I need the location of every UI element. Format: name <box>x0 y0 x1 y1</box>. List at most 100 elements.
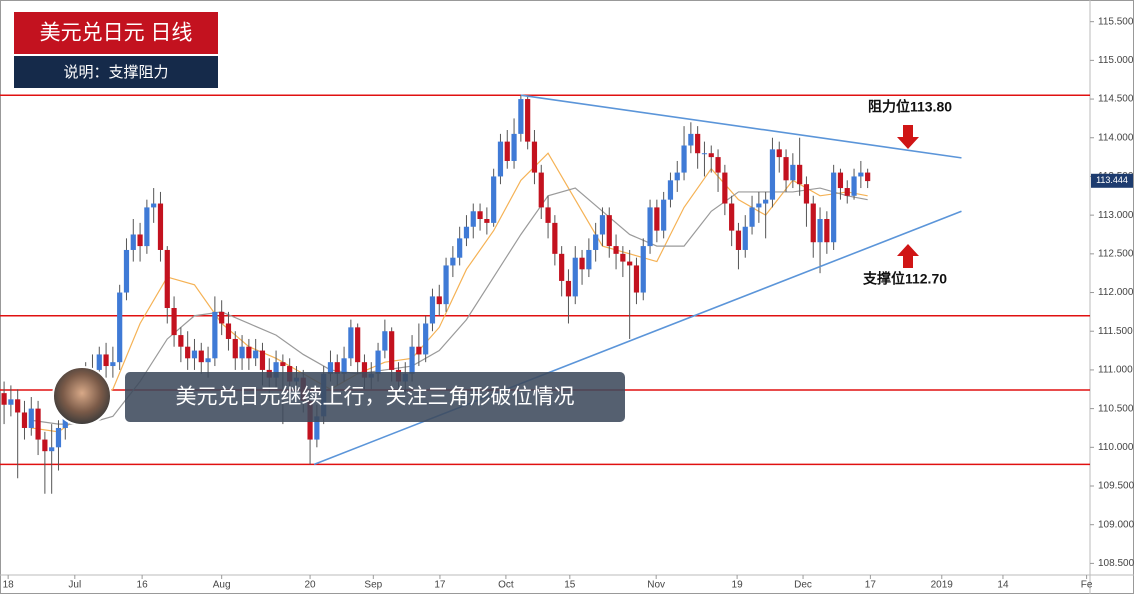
candle-body <box>205 358 211 363</box>
down-arrow <box>897 125 919 149</box>
candle-body <box>334 362 340 374</box>
candle-body <box>110 362 116 367</box>
x-tick-label: 2019 <box>931 580 954 591</box>
candle-body <box>701 153 708 155</box>
candle-body <box>130 234 136 250</box>
candle-body <box>246 346 252 359</box>
candle-body <box>667 180 674 200</box>
trend-line <box>520 94 962 159</box>
trend-line <box>313 210 962 466</box>
candle-body <box>198 350 204 363</box>
candle-body <box>151 203 157 208</box>
candle-body <box>327 362 334 374</box>
candle-body <box>35 408 41 440</box>
candle-body <box>504 141 510 161</box>
candle-body <box>729 203 735 231</box>
candle-body <box>769 149 776 200</box>
candle-body <box>157 203 164 250</box>
candle-body <box>96 354 102 370</box>
y-tick-label: 110.000 <box>1098 442 1134 453</box>
x-tick-label: Fe <box>1081 580 1093 591</box>
x-tick-label: Jul <box>68 580 81 591</box>
y-tick-label: 114.000 <box>1098 132 1134 143</box>
y-tick-label: 112.500 <box>1098 248 1134 259</box>
candle-body <box>803 184 810 204</box>
y-tick-label: 111.000 <box>1098 365 1133 376</box>
candle-body <box>225 323 232 339</box>
candle-body <box>497 141 504 177</box>
candle-body <box>722 172 728 204</box>
candle-body <box>613 246 619 254</box>
candle-body <box>409 346 415 374</box>
candle-body <box>144 207 150 247</box>
candle-body <box>259 350 266 370</box>
candle-body <box>647 207 653 247</box>
candle-body <box>171 308 177 336</box>
candle-body <box>191 350 198 359</box>
candle-body <box>756 203 762 208</box>
candle-body <box>565 280 572 297</box>
last-price-label: 113.444 <box>1096 175 1128 185</box>
candle-body <box>837 172 844 189</box>
candle-body <box>844 188 850 196</box>
y-tick-label: 115.500 <box>1098 16 1134 27</box>
candle-body <box>212 311 218 359</box>
candle-body <box>450 257 456 266</box>
candle-body <box>280 362 286 367</box>
candle-body <box>123 249 130 293</box>
candle-body <box>735 230 742 250</box>
candle-body <box>28 408 34 428</box>
candle-body <box>593 234 599 250</box>
candle-body <box>654 207 660 231</box>
candle-body <box>599 215 606 235</box>
candle-body <box>375 350 381 374</box>
candle-body <box>865 172 871 182</box>
y-tick-label: 111.500 <box>1098 326 1133 337</box>
x-tick-label: Nov <box>647 580 665 591</box>
candle-body <box>559 253 565 281</box>
candle-body <box>831 172 837 243</box>
x-tick-label: Dec <box>794 580 812 591</box>
candle-body <box>817 219 823 243</box>
candle-body <box>164 249 170 309</box>
candle-body <box>763 199 769 204</box>
candle-body <box>389 331 395 370</box>
x-tick-label: Oct <box>498 580 514 591</box>
candle-body <box>538 172 544 208</box>
candle-body <box>42 439 48 452</box>
candle-body <box>742 226 748 250</box>
x-tick-label: 15 <box>564 580 576 591</box>
candle-body <box>423 323 429 355</box>
x-tick-label: 17 <box>865 580 877 591</box>
candle-body <box>661 199 667 231</box>
candle-body <box>586 249 592 270</box>
candle-body <box>355 327 361 363</box>
candle-body <box>627 261 633 266</box>
x-tick-label: 17 <box>434 580 446 591</box>
candle-body <box>117 292 123 363</box>
candle-body <box>633 265 640 293</box>
candle-body <box>851 176 857 196</box>
candle-body <box>416 346 422 355</box>
candle-body <box>232 338 238 359</box>
candle-body <box>525 99 531 142</box>
candle-body <box>15 399 21 413</box>
y-tick-label: 113.000 <box>1098 210 1134 221</box>
x-tick-label: Sep <box>364 580 382 591</box>
candle-body <box>858 172 864 177</box>
candle-body <box>253 350 259 359</box>
candle-body <box>552 222 558 254</box>
candle-body <box>797 164 803 185</box>
candle-body <box>103 354 109 367</box>
y-tick-label: 109.500 <box>1098 481 1134 492</box>
candle-body <box>429 296 436 324</box>
candle-body <box>518 99 524 134</box>
chart-title: 美元兑日元 日线 <box>40 22 193 45</box>
candle-body <box>178 335 184 347</box>
subtitle-box <box>14 56 218 88</box>
candle-body <box>185 346 191 359</box>
candle-body <box>341 358 347 374</box>
y-tick-label: 110.500 <box>1098 403 1134 414</box>
candle-body <box>8 399 14 405</box>
